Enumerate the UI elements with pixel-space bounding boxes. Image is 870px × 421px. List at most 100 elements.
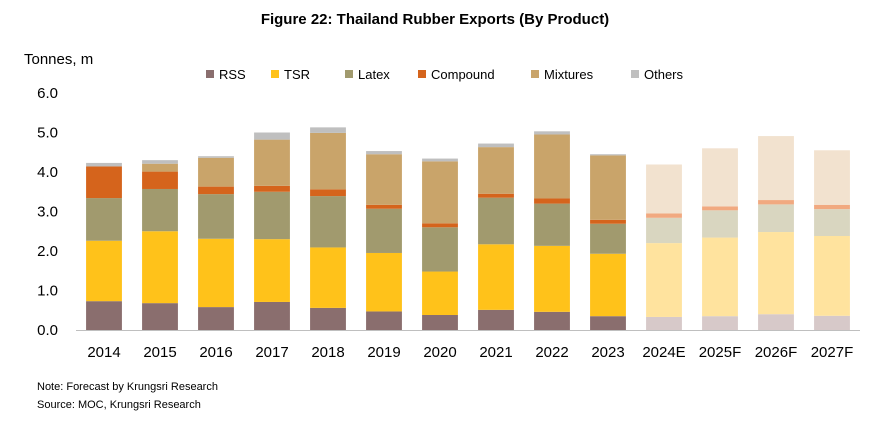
legend-label-latex: Latex [358,67,390,82]
x-tick-label: 2021 [479,344,512,361]
bar-segment-compound-2014 [86,166,122,199]
legend-label-compound: Compound [431,67,495,82]
bar-segment-rss-2018 [310,307,346,330]
bar-segment-tsr-2022 [534,245,570,312]
bar-segment-latex-2023 [590,223,626,254]
bar-segment-latex-2015 [142,188,178,232]
bar-segment-rss-2026f [758,314,794,330]
bar-segment-compound-2020 [422,223,458,228]
bar-segment-rss-2016 [198,307,234,330]
bar-segment-latex-2021 [478,197,514,245]
bar-segment-mixtures-2027f [814,150,850,205]
bar-segment-tsr-2015 [142,231,178,304]
y-axis-unit-label: Tonnes, m [24,51,93,68]
bar-segment-compound-2023 [590,219,626,224]
y-tick-label: 5.0 [37,125,58,142]
bar-segment-others-2015 [142,160,178,164]
bar-segment-tsr-2016 [198,238,234,308]
y-tick-label: 4.0 [37,164,58,181]
bar-segment-others-2016 [198,156,234,158]
x-tick-label: 2014 [87,344,120,361]
x-tick-label: 2018 [311,344,344,361]
y-tick-label: 2.0 [37,243,58,260]
y-tick-label: 6.0 [37,85,58,102]
bar-segment-others-2023 [590,154,626,156]
legend-swatch-latex [345,70,353,78]
bar-segment-rss-2023 [590,316,626,330]
bar-segment-rss-2025f [702,316,738,330]
bar-segment-mixtures-2020 [422,161,458,224]
bar-segment-rss-2019 [366,311,402,330]
bar-segment-compound-2016 [198,186,234,195]
bar-segment-others-2018 [310,127,346,133]
bar-series-group [86,127,850,330]
x-tick-label: 2016 [199,344,232,361]
bar-segment-mixtures-2018 [310,132,346,190]
bar-segment-others-2020 [422,158,458,162]
bar-segment-latex-2027f [814,209,850,236]
source-note: Source: MOC, Krungsri Research [37,399,201,411]
bar-segment-mixtures-2021 [478,147,514,194]
bar-segment-latex-2025f [702,210,738,238]
bar-segment-compound-2027f [814,204,850,210]
y-tick-label: 1.0 [37,283,58,300]
bar-segment-mixtures-2023 [590,155,626,220]
y-tick-label: 3.0 [37,204,58,221]
bar-segment-tsr-2020 [422,271,458,315]
bar-segment-mixtures-2026f [758,136,794,201]
chart-legend: RSS TSR Latex Compound Mixtures Others [206,67,684,82]
bar-segment-compound-2021 [478,193,514,198]
bar-segment-rss-2027f [814,315,850,330]
x-tick-label: 2017 [255,344,288,361]
bar-segment-rss-2015 [142,303,178,330]
bar-segment-tsr-2019 [366,252,402,312]
bar-segment-compound-2026f [758,200,794,205]
legend-swatch-compound [418,70,426,78]
bar-segment-compound-2017 [254,185,290,192]
bar-segment-mixtures-2022 [534,134,570,199]
bar-segment-others-2019 [366,151,402,155]
bar-segment-latex-2016 [198,194,234,239]
x-tick-label: 2019 [367,344,400,361]
y-axis-ticks: 0.0 1.0 2.0 3.0 4.0 5.0 6.0 [37,85,58,339]
bar-segment-compound-2022 [534,198,570,204]
bar-segment-rss-2021 [478,309,514,330]
bar-segment-others-2017 [254,132,290,140]
bar-segment-tsr-2027f [814,235,850,316]
bar-segment-latex-2020 [422,227,458,272]
bar-segment-rss-2022 [534,311,570,330]
x-tick-label: 2020 [423,344,456,361]
x-tick-label: 2015 [143,344,176,361]
bar-segment-mixtures-2017 [254,139,290,186]
forecast-note: Note: Forecast by Krungsri Research [37,381,218,393]
bar-segment-mixtures-2024e [646,164,682,214]
x-axis-ticks: 2014 2015 2016 2017 2018 2019 2020 2021 2022 2023… [87,344,853,361]
bar-segment-latex-2022 [534,203,570,246]
x-tick-label: 2023 [591,344,624,361]
bar-segment-latex-2017 [254,191,290,240]
bar-segment-others-2021 [478,143,514,148]
x-tick-label: 2024E [642,344,685,361]
bar-segment-tsr-2024e [646,243,682,317]
bar-segment-tsr-2021 [478,244,514,310]
chart-title: Figure 22: Thailand Rubber Exports (By P… [261,11,609,28]
legend-label-others: Others [644,67,684,82]
bar-segment-tsr-2025f [702,237,738,317]
legend-swatch-tsr [271,70,279,78]
bar-segment-latex-2019 [366,208,402,253]
bar-segment-others-2014 [86,162,122,167]
bar-segment-compound-2019 [366,204,402,209]
legend-swatch-others [631,70,639,78]
bar-segment-tsr-2018 [310,247,346,308]
bar-segment-others-2022 [534,131,570,135]
bar-segment-latex-2018 [310,196,346,248]
legend-swatch-mixtures [531,70,539,78]
bar-segment-tsr-2017 [254,239,290,302]
bar-segment-rss-2017 [254,301,290,330]
x-tick-label: 2022 [535,344,568,361]
bar-segment-tsr-2023 [590,253,626,317]
legend-swatch-rss [206,70,214,78]
bar-segment-mixtures-2016 [198,157,234,187]
bar-segment-latex-2024e [646,217,682,244]
